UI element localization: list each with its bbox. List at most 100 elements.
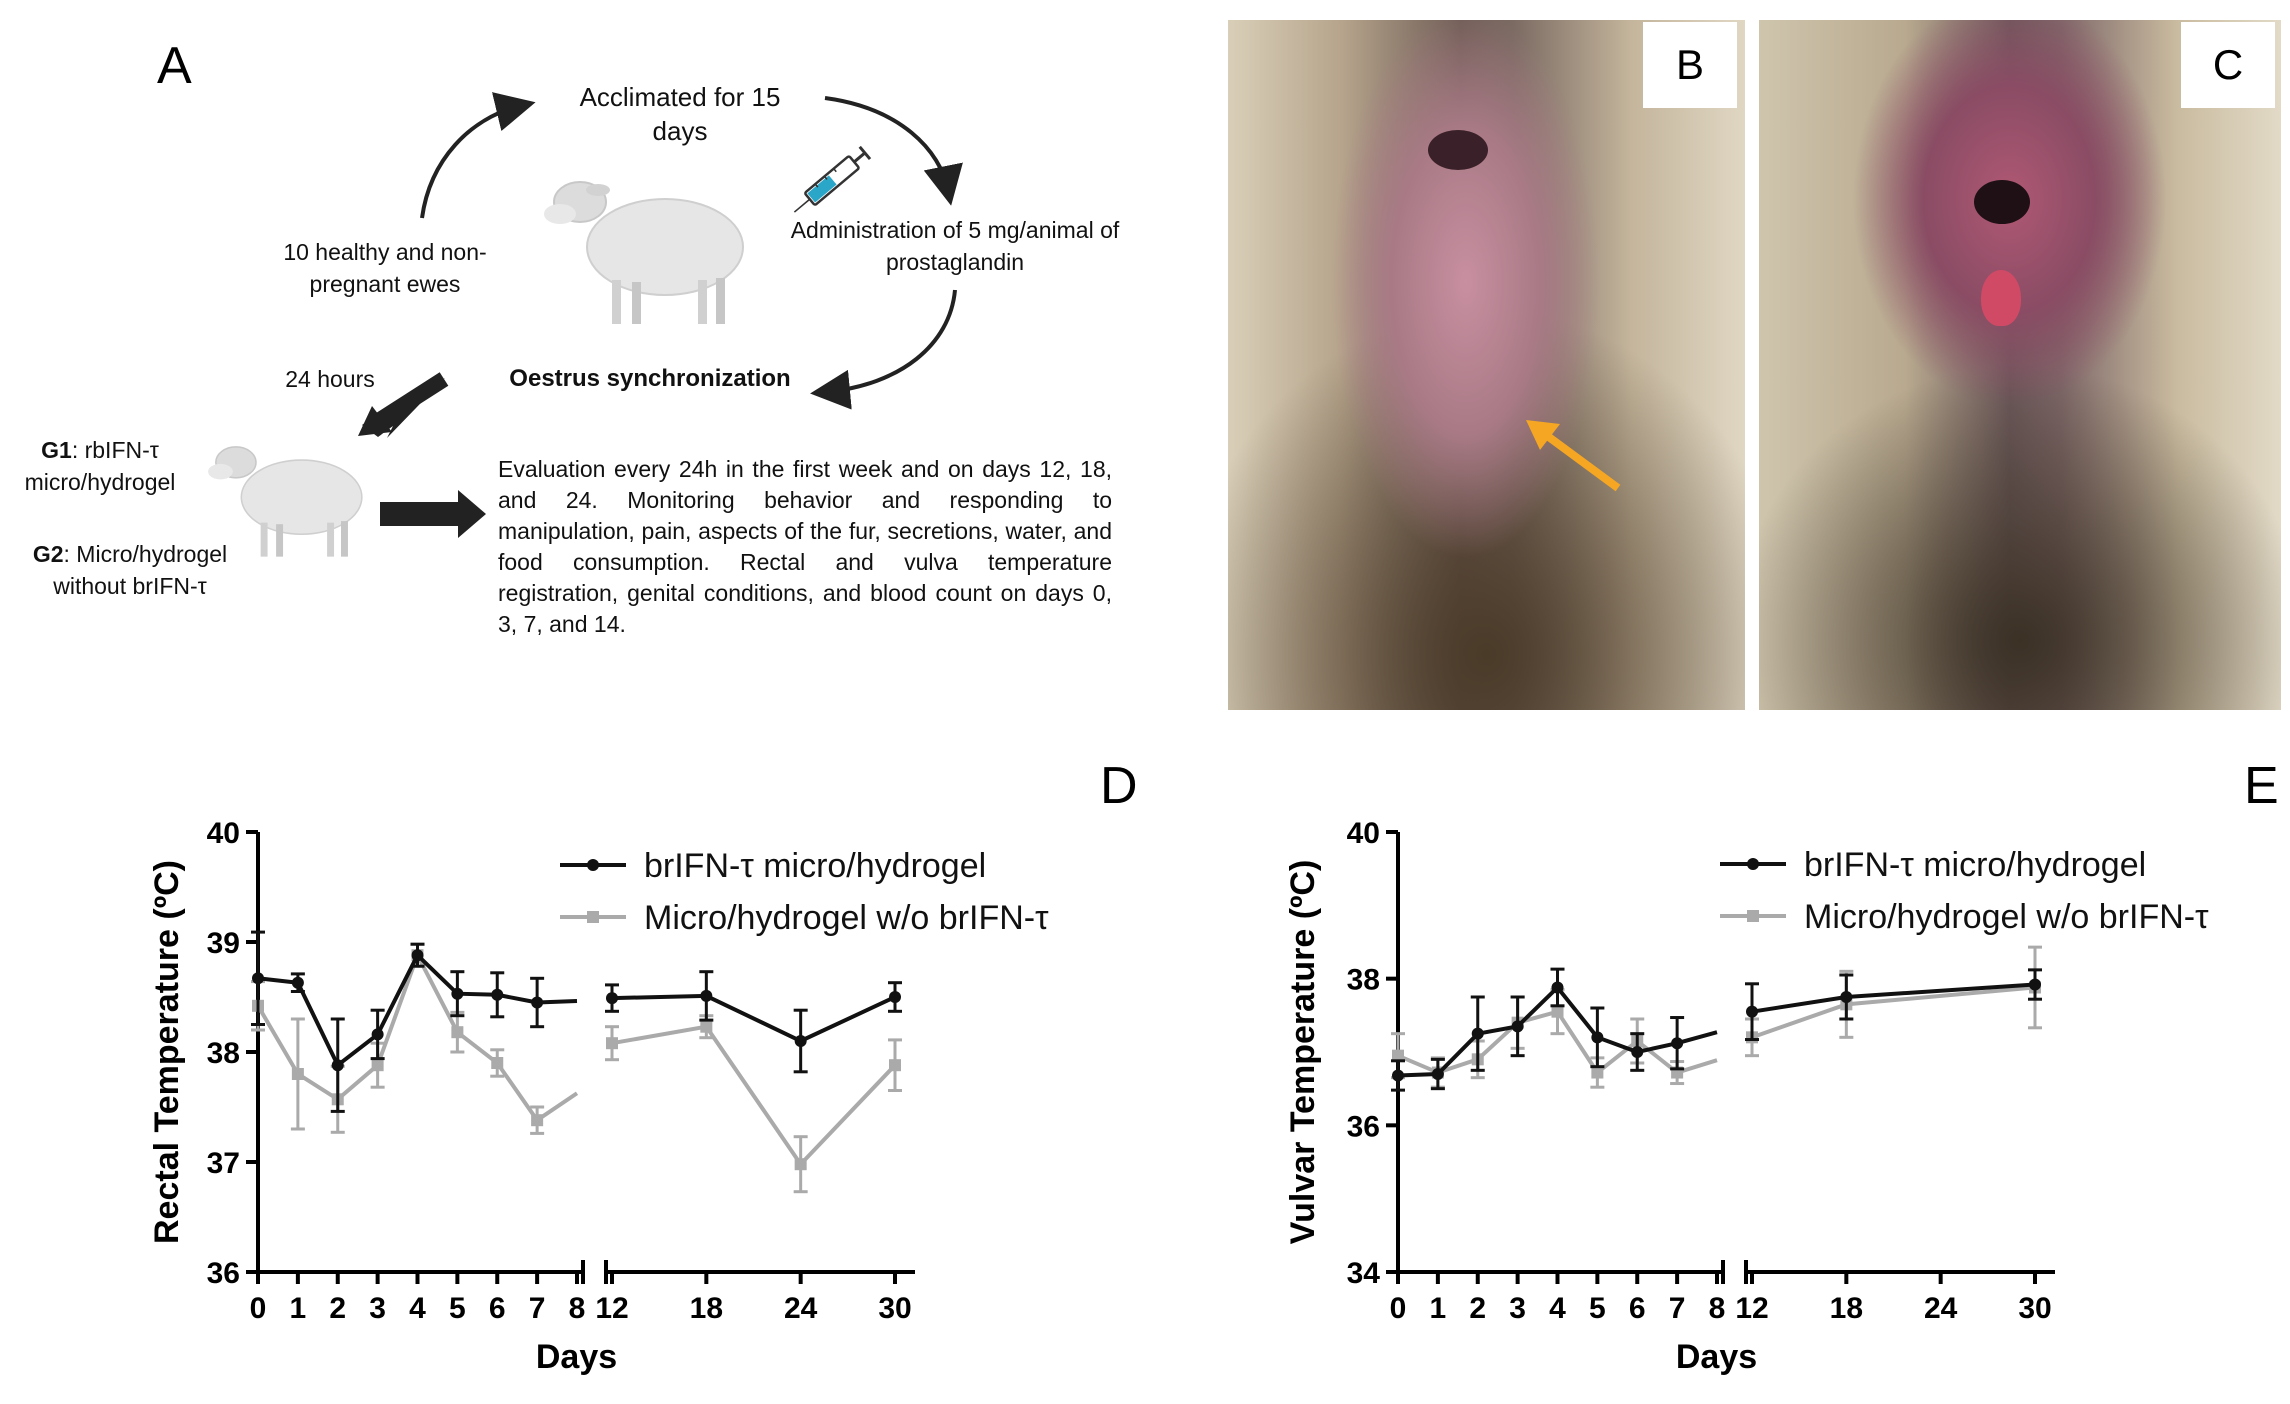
data-point [1591,1031,1604,1044]
data-point [291,976,304,989]
hours-text: 24 hours [285,366,375,392]
schema-arrows [358,92,963,538]
g1-text: : rbIFN-τ micro/hydrogel [24,437,176,495]
data-point [606,1037,618,1050]
series-line [1676,1030,1718,1046]
x-tick-label: 1 [1430,1292,1447,1325]
x-tick-label: 2 [329,1292,346,1325]
photo-b-detail [1428,130,1488,170]
y-tick-label: 37 [207,1147,240,1180]
ewes-text: 10 healthy and non-pregnant ewes [283,239,487,297]
legend-marker [587,859,599,871]
y-tick-label: 38 [207,1037,240,1070]
panel-label-c: C [2181,22,2275,108]
evaluation-text: Evaluation every 24h in the first week a… [498,456,1112,637]
data-point [700,1020,713,1033]
x-tick-label: 30 [878,1292,911,1325]
x-tick-label: 8 [569,1292,586,1325]
x-axis-title: Days [536,1338,617,1376]
x-tick-label: 5 [449,1292,466,1325]
photo-c-detail [1981,270,2021,326]
x-tick-label: 18 [1830,1292,1863,1325]
data-point [371,1059,384,1072]
data-point [700,989,713,1002]
arrow-icon [824,96,963,206]
panel-label-b: B [1643,22,1737,108]
series-line [537,998,578,1005]
x-tick-label: 5 [1589,1292,1606,1325]
series-line [536,1091,579,1122]
oestrus-text: Oestrus synchronization [509,365,791,392]
series-line [1751,982,2036,1014]
x-tick-label: 4 [1549,1292,1566,1325]
g2-label: G2: Micro/hydrogel without brIFN-τ [10,538,250,602]
y-tick-label: 40 [1347,817,1380,850]
data-point [1840,991,1853,1003]
x-tick-label: 18 [690,1292,723,1325]
panel-label-e: E [2244,757,2279,815]
data-point [252,972,264,985]
series-line [611,993,896,1044]
x-tick-label: 12 [1735,1292,1768,1325]
acclimated-text: Acclimated for 15 days [579,82,781,146]
data-point [451,1026,464,1039]
data-point [2029,978,2041,991]
data-point [1591,1066,1604,1079]
legend-marker [587,911,599,923]
data-point [1671,1037,1684,1050]
legend-marker [1747,910,1759,922]
x-tick-label: 6 [1629,1292,1646,1325]
x-tick-label: 6 [489,1292,506,1325]
data-point [1392,1069,1404,1082]
arrow-icon [810,289,957,410]
data-point [371,1028,384,1041]
x-tick-label: 7 [529,1292,546,1325]
x-tick-label: 12 [595,1292,628,1325]
y-tick-label: 36 [1347,1110,1380,1143]
y-axis-title: Vulvar Temperature (ºC) [1284,860,1322,1245]
series-line [1676,1058,1718,1075]
y-axis-title: Rectal Temperature (ºC) [148,860,186,1244]
g1-label: G1: rbIFN-τ micro/hydrogel [0,434,200,498]
legend-marker [1747,858,1759,870]
data-point [451,987,464,1000]
data-point [1631,1046,1644,1058]
x-tick-label: 8 [1709,1292,1726,1325]
g2-text: : Micro/hydrogel without brIFN-τ [53,541,228,599]
data-point [1511,1020,1524,1033]
x-tick-label: 1 [290,1292,307,1325]
photo-c-detail [1974,180,2030,224]
data-point [291,1068,304,1080]
data-point [411,949,424,962]
x-tick-label: 0 [250,1292,267,1325]
x-tick-label: 7 [1669,1292,1686,1325]
photo-b: B [1228,20,1745,710]
data-point [1746,1005,1758,1018]
panel-label-d: D [1100,757,1138,815]
syringe-icon [793,145,872,213]
y-tick-label: 34 [1347,1257,1381,1290]
g2-tag: G2 [32,541,64,567]
series-line [1397,1009,1679,1076]
data-point [794,1035,807,1047]
legend-label: Micro/hydrogel w/o brIFN-τ [644,899,1049,937]
data-point [1471,1027,1484,1040]
x-axis-title: Days [1676,1338,1757,1376]
administration-text: Administration of 5 mg/animal of prostag… [790,217,1120,275]
data-point [331,1059,344,1072]
photo-c: C [1759,20,2281,710]
data-point [606,992,618,1005]
series-line [256,950,539,1122]
data-point [491,988,504,1001]
panel-label-a: A [157,37,192,95]
data-point [531,1114,544,1127]
data-point [491,1057,504,1069]
x-tick-label: 2 [1469,1292,1486,1325]
g1-tag: G1 [41,437,72,463]
x-tick-label: 4 [409,1292,426,1325]
y-tick-label: 40 [207,817,240,850]
series-line [257,951,538,1069]
series-line [611,1024,897,1168]
data-point [889,991,901,1003]
arrow-icon [420,92,536,219]
